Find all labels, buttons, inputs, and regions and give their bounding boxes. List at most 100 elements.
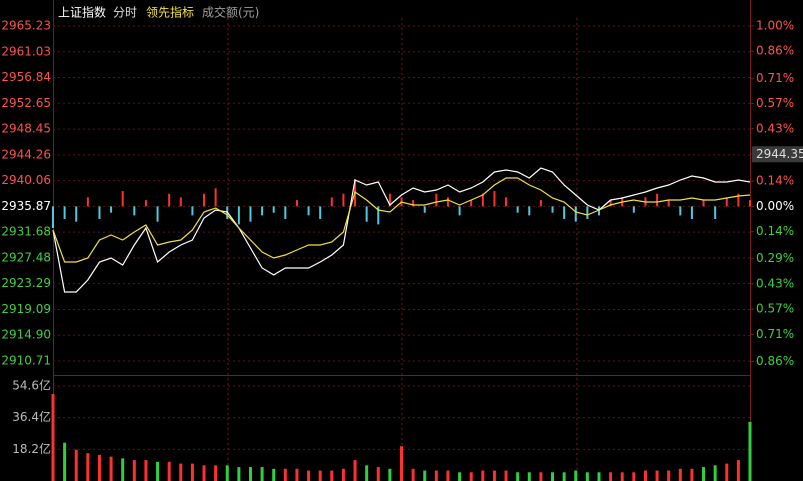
indicator-bar	[330, 197, 333, 207]
volume-bar	[481, 470, 485, 481]
y-tick-label: 2931.68	[1, 225, 51, 239]
volume-bar	[423, 470, 427, 481]
volume-bar	[156, 461, 160, 481]
volume-bar	[260, 467, 264, 481]
y2-tick-label: 0.57%	[756, 96, 794, 110]
y2-tick-label: 0.14%	[756, 174, 794, 188]
indicator-bar	[272, 206, 275, 213]
y-tick-label: 2948.45	[1, 122, 51, 136]
y2-tick-label: 0.29%	[756, 251, 794, 265]
volume-bar	[237, 467, 241, 481]
y-tick-label: 2935.87	[1, 199, 51, 213]
volume-bar	[469, 472, 473, 481]
volume-bar	[307, 470, 311, 481]
indicator-bar	[725, 197, 728, 207]
indicator-bar	[249, 206, 252, 222]
indicator-bar	[749, 200, 751, 207]
indicator-bar	[702, 200, 705, 207]
volume-bar	[539, 472, 543, 481]
y-tick-label: 54.6亿	[12, 378, 51, 393]
volume-bar	[632, 472, 636, 481]
indicator-bar	[342, 193, 345, 207]
volume-bar	[725, 463, 729, 481]
indicator-bar	[435, 193, 438, 207]
y-tick-label: 36.4亿	[12, 409, 51, 424]
y-tick-label: 2952.65	[1, 96, 51, 110]
indicator-bar	[493, 191, 496, 207]
indicator-bar	[365, 206, 368, 222]
y2-tick-label: 0.43%	[756, 121, 794, 135]
volume-bar	[283, 468, 287, 481]
y2-tick-label: 0.14%	[756, 224, 794, 238]
volume-bar	[748, 421, 752, 481]
volume-bar	[585, 472, 589, 481]
volume-bar	[97, 454, 101, 481]
indicator-bar	[75, 206, 78, 222]
volume-bar	[353, 460, 357, 481]
indicator-bar	[168, 193, 171, 207]
indicator-bar	[110, 206, 113, 213]
y2-tick-label: 0.57%	[756, 302, 794, 316]
y2-tick-label: 0.86%	[756, 354, 794, 368]
indicator-bar	[156, 206, 159, 222]
volume-bar	[643, 470, 647, 481]
indicator-bar	[412, 200, 415, 207]
volume-bar	[388, 468, 392, 481]
legend-price: 上证指数	[58, 5, 106, 20]
volume-bar	[678, 468, 682, 481]
indicator-bar	[63, 206, 66, 219]
indicator-bar	[98, 206, 101, 219]
volume-bar	[551, 472, 555, 481]
indicator-bar	[539, 200, 542, 207]
volume-bar	[225, 465, 229, 481]
indicator-bar	[714, 206, 717, 219]
y-tick-label: 2919.09	[1, 302, 51, 316]
y-tick-label: 2956.84	[1, 70, 51, 84]
volume-bar	[411, 468, 415, 481]
volume-bar	[132, 460, 136, 481]
indicator-bar	[505, 197, 508, 207]
volume-bar	[167, 461, 171, 481]
volume-bar	[655, 470, 659, 481]
volume-bar	[121, 458, 125, 481]
indicator-bar	[667, 200, 670, 207]
indicator-bar	[446, 197, 449, 207]
indicator-bar	[551, 206, 554, 213]
indicator-bar	[470, 200, 473, 207]
indicator-bar	[679, 206, 682, 216]
y2-tick-label: 0.71%	[756, 71, 794, 85]
y2-tick-label: 0.71%	[756, 327, 794, 341]
legend-indicator: 领先指标	[146, 5, 194, 20]
y-tick-label: 2940.06	[1, 173, 51, 187]
volume-bar	[190, 463, 194, 481]
y-tick-label: 2944.26	[1, 147, 51, 161]
frame	[53, 0, 751, 481]
y2-tick-label: 0.86%	[756, 44, 794, 58]
volume-bar	[272, 468, 276, 481]
y2-tick-label: 0.00%	[756, 199, 794, 213]
indicator-bar	[52, 206, 54, 229]
indicator-bar	[214, 188, 217, 207]
volume-bar	[434, 470, 438, 481]
volume-bar	[446, 470, 450, 481]
indicator-bar	[261, 206, 264, 216]
y2-tick-label: 1.00%	[756, 18, 794, 32]
volume-bar	[620, 472, 624, 481]
indicator-bar	[632, 206, 635, 213]
volume-bar	[609, 472, 613, 481]
volume-bar	[318, 470, 322, 481]
indicator-bar	[144, 200, 147, 207]
price-tag: 2944.35	[756, 147, 803, 161]
volume-bar	[63, 442, 67, 481]
y-tick-label: 2923.29	[1, 276, 51, 290]
volume-bar	[341, 468, 345, 481]
indicator-bar	[319, 206, 322, 219]
volume-bar	[74, 449, 78, 481]
volume-bar	[202, 465, 206, 481]
indicator-bar	[563, 206, 566, 219]
volume-bar	[214, 465, 218, 481]
volume-bar	[667, 470, 671, 481]
y-tick-label: 2927.48	[1, 250, 51, 264]
